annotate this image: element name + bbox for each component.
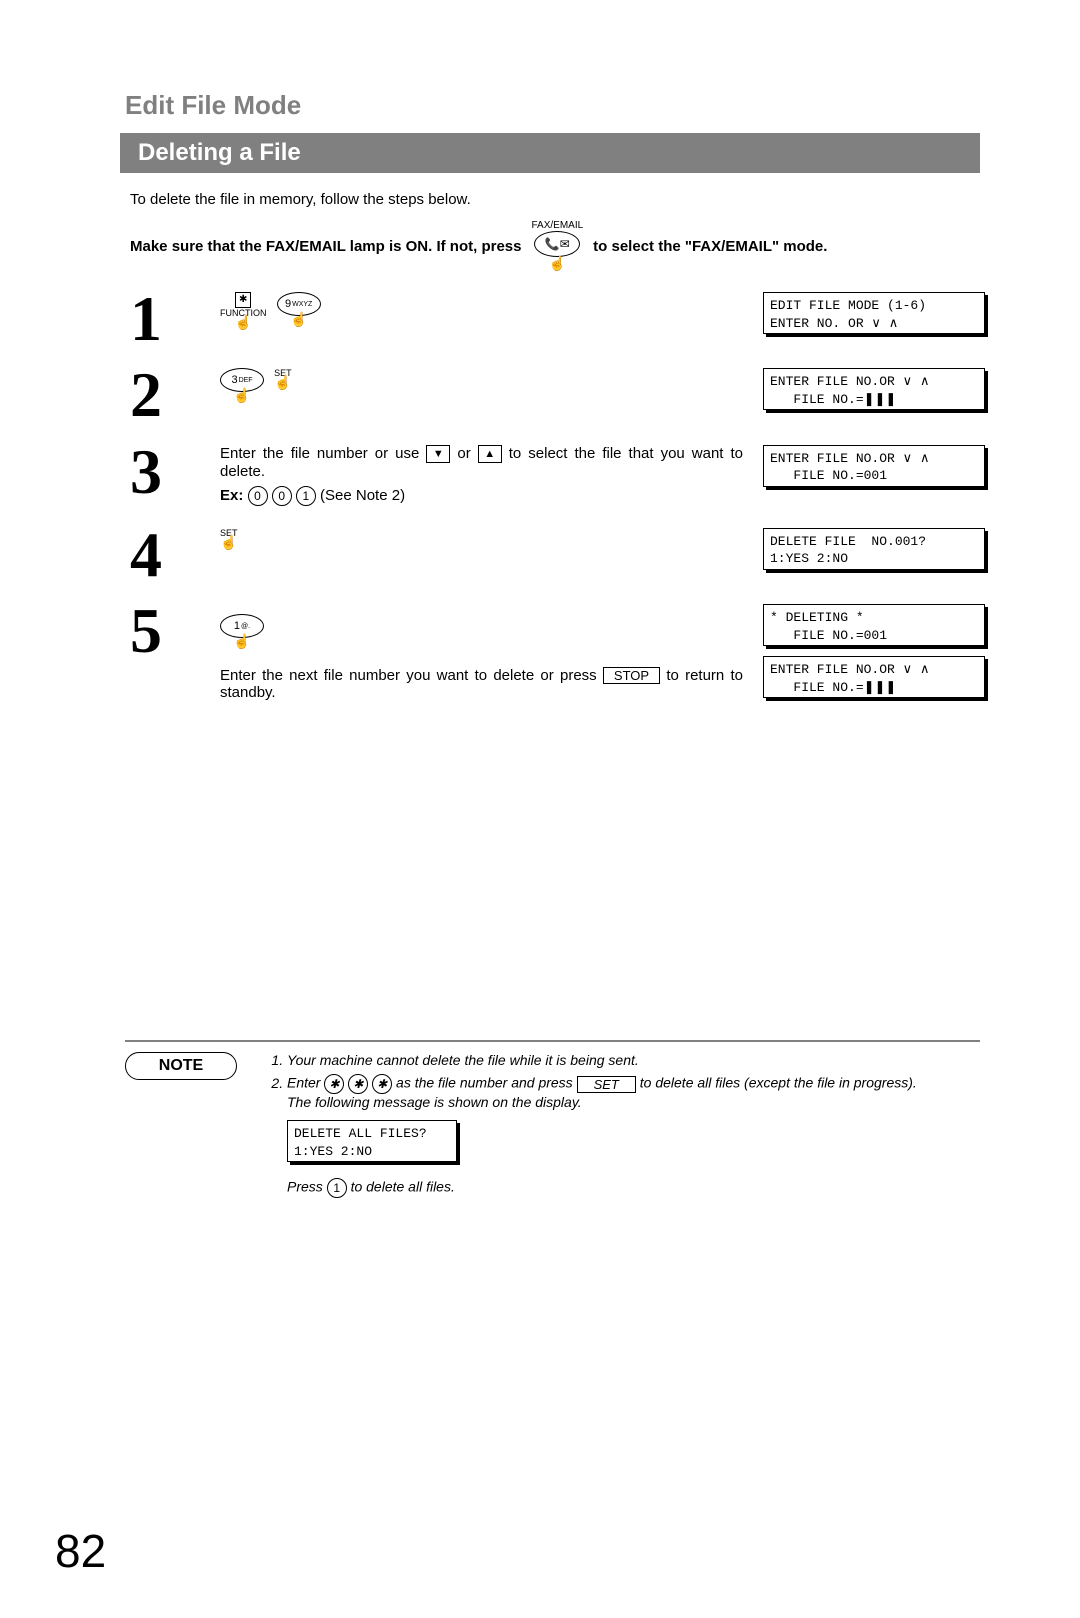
lcd-line1: ENTER FILE NO.OR ∨ ∧: [770, 374, 929, 389]
lcd-display: ENTER FILE NO.OR ∨ ∧ FILE NO.=❚❚❚: [763, 656, 985, 698]
step-2: 2 3DEF ☝ SET ☝ ENTER FILE NO.OR ∨ ∧ FILE…: [130, 368, 985, 422]
note-content: Your machine cannot delete the file whil…: [267, 1052, 980, 1204]
lcd-line2: FILE NO.=001: [770, 628, 887, 643]
page-title: Edit File Mode: [125, 90, 1080, 121]
note-section: NOTE Your machine cannot delete the file…: [125, 1052, 980, 1204]
page-number: 82: [55, 1524, 106, 1578]
lcd-line2: 1:YES 2:NO: [294, 1144, 372, 1159]
intro-text: To delete the file in memory, follow the…: [130, 191, 1080, 208]
key-0: 0: [272, 486, 292, 506]
down-arrow-key: ▼: [426, 445, 450, 463]
step-number: 1: [130, 292, 220, 346]
note-item-2: Enter ✱ ✱ ✱ as the file number and press…: [287, 1074, 980, 1198]
lcd-line2: 1:YES 2:NO: [770, 551, 848, 566]
press-hand-icon: ☝: [549, 255, 566, 272]
key-9-label: 9: [285, 298, 291, 310]
set-key-inline: SET: [577, 1076, 636, 1093]
press-a: Press: [287, 1179, 327, 1195]
lcd-display: ENTER FILE NO.OR ∨ ∧ FILE NO.=❚❚❚: [763, 368, 985, 410]
step-number: 3: [130, 445, 220, 499]
step-3-middle: Enter the file number or use ▼ or ▲ to s…: [220, 445, 763, 506]
note2-d: The following message is shown on the di…: [287, 1094, 980, 1110]
note2-c: to delete all files (except the file in …: [640, 1075, 917, 1091]
key-3-sub: DEF: [239, 377, 253, 384]
key-9-sub: WXYZ: [292, 301, 312, 308]
hand-icon: ☝: [290, 314, 307, 325]
step-5-middle: 1@. ☝ Enter the next file number you wan…: [220, 604, 763, 701]
hand-icon: ☝: [274, 377, 291, 388]
set-key: SET ☝: [220, 528, 238, 548]
lcd-display: DELETE FILE NO.001? 1:YES 2:NO: [763, 528, 985, 570]
up-arrow-key: ▲: [478, 445, 502, 463]
lcd-line2: FILE NO.=❚❚❚: [770, 680, 896, 695]
step-1: 1 ✱ FUNCTION ☝ 9WXYZ ☝ EDIT FILE MODE (1…: [130, 292, 985, 346]
key-1: 1: [327, 1178, 347, 1198]
step-5-lcd-col: * DELETING * FILE NO.=001 ENTER FILE NO.…: [763, 604, 985, 708]
step3-text-a: Enter the file number or use: [220, 445, 426, 462]
key-3-label: 3: [231, 374, 237, 386]
lcd-line1: DELETE ALL FILES?: [294, 1126, 427, 1141]
step-number: 2: [130, 368, 220, 422]
key-1-sub: @.: [241, 623, 250, 630]
fax-email-button: FAX/EMAIL 📞✉ ☝: [531, 220, 583, 272]
lcd-line1: * DELETING *: [770, 610, 864, 625]
fax-email-icon: 📞✉: [534, 231, 580, 257]
key-0: 0: [248, 486, 268, 506]
step-5: 5 1@. ☝ Enter the next file number you w…: [130, 604, 985, 708]
lcd-line1: ENTER FILE NO.OR ∨ ∧: [770, 662, 929, 677]
note2-b: as the file number and press: [396, 1075, 577, 1091]
step-number: 5: [130, 604, 220, 658]
step-4-lcd-col: DELETE FILE NO.001? 1:YES 2:NO: [763, 528, 985, 580]
key-3: 3DEF ☝: [220, 368, 264, 401]
step-2-lcd-col: ENTER FILE NO.OR ∨ ∧ FILE NO.=❚❚❚: [763, 368, 985, 420]
star-key: ✱: [324, 1074, 344, 1094]
note2-a: Enter: [287, 1075, 324, 1091]
lcd-line1: ENTER FILE NO.OR ∨ ∧: [770, 451, 929, 466]
section-heading: Deleting a File: [120, 133, 980, 173]
function-key: ✱ FUNCTION ☝: [220, 292, 267, 328]
key-9: 9WXYZ ☝: [277, 292, 321, 325]
hand-icon: ☝: [235, 317, 252, 328]
step-number: 4: [130, 528, 220, 582]
ex-label: Ex:: [220, 487, 243, 504]
set-key: SET ☝: [274, 368, 292, 388]
key-1: 1@. ☝: [220, 614, 264, 647]
stop-key: STOP: [603, 667, 660, 684]
note-badge: NOTE: [125, 1052, 237, 1080]
lcd-line1: EDIT FILE MODE (1-6): [770, 298, 926, 313]
see-note: (See Note 2): [320, 487, 405, 504]
fax-suffix: to select the "FAX/EMAIL" mode.: [593, 238, 827, 255]
step-3-lcd-col: ENTER FILE NO.OR ∨ ∧ FILE NO.=001: [763, 445, 985, 497]
lcd-line2: FILE NO.=❚❚❚: [770, 392, 896, 407]
step-3: 3 Enter the file number or use ▼ or ▲ to…: [130, 445, 985, 506]
lcd-display: EDIT FILE MODE (1-6) ENTER NO. OR ∨ ∧: [763, 292, 985, 334]
note-divider: [125, 1040, 980, 1042]
step3-text-b: or: [450, 445, 477, 462]
hand-icon: ☝: [233, 636, 250, 647]
fax-email-label: FAX/EMAIL: [531, 220, 583, 231]
step-2-middle: 3DEF ☝ SET ☝: [220, 368, 763, 401]
step-1-lcd-col: EDIT FILE MODE (1-6) ENTER NO. OR ∨ ∧: [763, 292, 985, 344]
lcd-line2: ENTER NO. OR ∨ ∧: [770, 316, 898, 331]
press-b: to delete all files.: [351, 1179, 455, 1195]
fax-email-instruction: Make sure that the FAX/EMAIL lamp is ON.…: [130, 220, 1080, 272]
lcd-display: * DELETING * FILE NO.=001: [763, 604, 985, 646]
key-1: 1: [296, 486, 316, 506]
hand-icon: ☝: [233, 390, 250, 401]
lcd-line2: FILE NO.=001: [770, 468, 887, 483]
fax-prefix: Make sure that the FAX/EMAIL lamp is ON.…: [130, 238, 521, 255]
note-item-1: Your machine cannot delete the file whil…: [287, 1052, 980, 1068]
step-1-middle: ✱ FUNCTION ☝ 9WXYZ ☝: [220, 292, 763, 328]
key-1-label: 1: [234, 620, 240, 632]
lcd-display: DELETE ALL FILES? 1:YES 2:NO: [287, 1120, 457, 1162]
step-4: 4 SET ☝ DELETE FILE NO.001? 1:YES 2:NO: [130, 528, 985, 582]
step-4-middle: SET ☝: [220, 528, 763, 548]
hand-icon: ☝: [220, 537, 237, 548]
star-key: ✱: [348, 1074, 368, 1094]
lcd-display: ENTER FILE NO.OR ∨ ∧ FILE NO.=001: [763, 445, 985, 487]
lcd-line1: DELETE FILE NO.001?: [770, 534, 926, 549]
step5-text-next: Enter the next file number you want to d…: [220, 667, 597, 684]
function-star-icon: ✱: [235, 292, 251, 308]
star-key: ✱: [372, 1074, 392, 1094]
